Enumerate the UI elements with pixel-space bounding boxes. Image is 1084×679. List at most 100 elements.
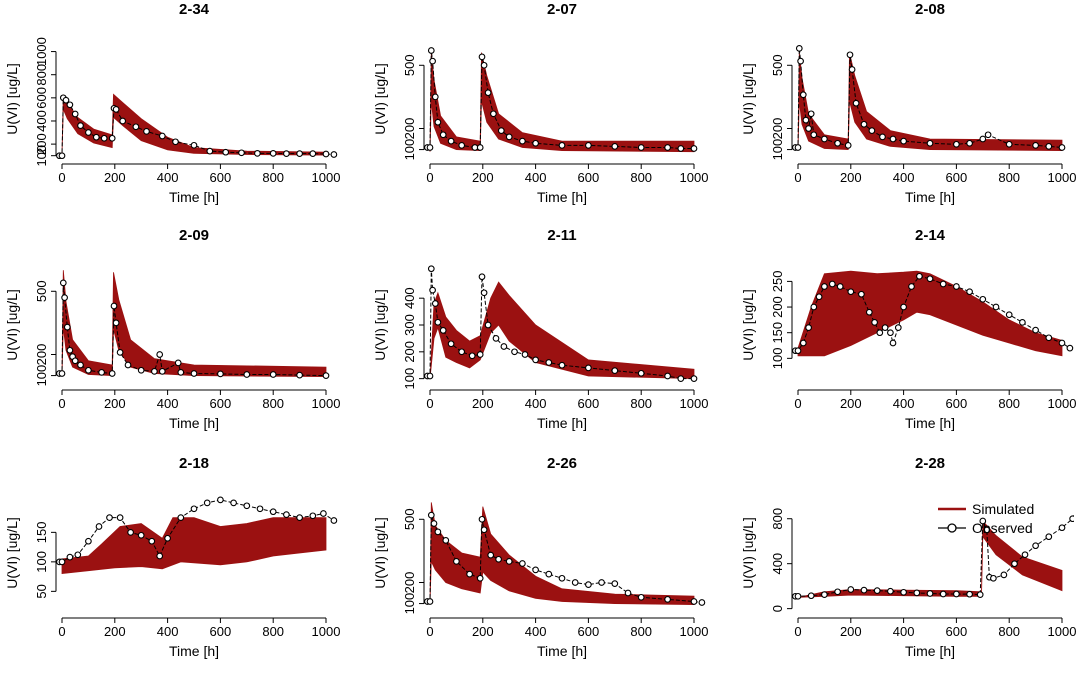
- observed-point: [585, 364, 592, 372]
- y-tick-label: 100: [34, 551, 49, 573]
- observed-point: [1021, 551, 1029, 559]
- simulated-band: [797, 52, 1063, 152]
- x-tick-label: 0: [58, 624, 65, 639]
- x-tick-label: 1000: [312, 624, 341, 639]
- observed-point: [865, 308, 873, 316]
- observed-point: [151, 368, 158, 375]
- observed-point: [458, 142, 466, 149]
- observed-point: [611, 367, 619, 374]
- y-tick-label: 400: [770, 553, 785, 575]
- x-tick-label: 800: [998, 624, 1020, 639]
- observed-point: [177, 369, 185, 376]
- observed-point: [847, 586, 855, 593]
- observed-point: [177, 514, 185, 521]
- legend: Simulated Observed: [938, 501, 1034, 536]
- observed-point: [1058, 144, 1066, 151]
- observed-point: [112, 106, 120, 113]
- observed-point: [926, 139, 934, 147]
- observed-point: [164, 534, 171, 542]
- observed-point: [966, 590, 973, 598]
- observed-point: [847, 288, 855, 296]
- simulated-band: [429, 52, 695, 153]
- observed-point: [871, 319, 878, 326]
- observed-point: [799, 339, 807, 347]
- x-tick-label: 1000: [680, 170, 709, 185]
- observed-point: [484, 321, 492, 329]
- observed-point: [821, 591, 828, 598]
- observed-point: [119, 117, 127, 125]
- y-tick-label: 400: [34, 110, 49, 132]
- observed-point: [1005, 311, 1013, 319]
- observed-point: [309, 150, 317, 157]
- observed-point: [873, 587, 881, 594]
- observed-point: [677, 145, 685, 152]
- x-tick-label: 600: [210, 396, 232, 411]
- observed-point: [532, 139, 539, 147]
- panel-title: 2-34: [179, 1, 210, 18]
- observed-point: [98, 369, 105, 376]
- observed-point: [85, 129, 92, 136]
- y-tick-label: 200: [34, 344, 49, 366]
- observed-point: [447, 340, 455, 348]
- observed-line: [795, 275, 1071, 352]
- y-axis-label: U(VI) [ug/L]: [4, 63, 20, 135]
- observed-point: [1045, 533, 1053, 541]
- observed-point: [427, 265, 435, 273]
- observed-point: [887, 329, 894, 337]
- x-tick-label: 0: [58, 396, 65, 411]
- observed-point: [487, 551, 495, 559]
- observed-point: [992, 303, 1000, 311]
- x-tick-label: 0: [794, 624, 801, 639]
- observed-point: [429, 286, 436, 294]
- observed-point: [519, 137, 526, 145]
- observed-point: [558, 142, 566, 149]
- observed-point: [158, 368, 166, 375]
- observed-point: [1058, 339, 1066, 347]
- observed-point: [858, 290, 865, 298]
- x-tick-label: 400: [157, 170, 179, 185]
- observed-point: [545, 570, 553, 578]
- observed-point: [434, 528, 442, 536]
- panel-title: 2-14: [915, 227, 946, 244]
- observed-point: [116, 514, 124, 521]
- observed-point: [532, 356, 539, 364]
- observed-point: [283, 150, 290, 157]
- observed-point: [984, 131, 992, 139]
- observed-point: [690, 598, 698, 605]
- observed-point: [100, 134, 108, 142]
- observed-point: [846, 51, 854, 59]
- observed-point: [490, 110, 497, 118]
- observed-point: [127, 529, 134, 536]
- observed-point: [158, 132, 166, 140]
- observed-point: [156, 351, 164, 358]
- simulated-band: [61, 270, 327, 378]
- y-tick-label: 400: [402, 287, 417, 309]
- observed-point: [309, 512, 317, 520]
- x-tick-label: 400: [893, 170, 915, 185]
- observed-point: [889, 339, 897, 347]
- y-tick-label: 150: [770, 322, 785, 344]
- observed-point: [58, 152, 66, 160]
- y-tick-label: 100: [402, 593, 417, 615]
- observed-point: [664, 596, 671, 603]
- observed-point: [810, 131, 818, 139]
- x-tick-label: 1000: [312, 170, 341, 185]
- x-axis-label: Time [h]: [905, 643, 955, 659]
- observed-point: [430, 520, 438, 527]
- x-axis-label: Time [h]: [905, 189, 955, 205]
- observed-point: [476, 574, 484, 582]
- panel-title: 2-07: [547, 1, 577, 18]
- observed-point: [426, 372, 434, 380]
- x-tick-label: 200: [472, 396, 494, 411]
- observed-point: [62, 96, 70, 104]
- observed-point: [795, 45, 803, 52]
- x-tick-label: 200: [472, 624, 494, 639]
- y-tick-label: 800: [770, 508, 785, 530]
- observed-point: [254, 150, 261, 157]
- x-tick-label: 1000: [1048, 624, 1077, 639]
- observed-point: [805, 125, 812, 132]
- observed-point: [427, 511, 435, 519]
- observed-point: [426, 598, 434, 605]
